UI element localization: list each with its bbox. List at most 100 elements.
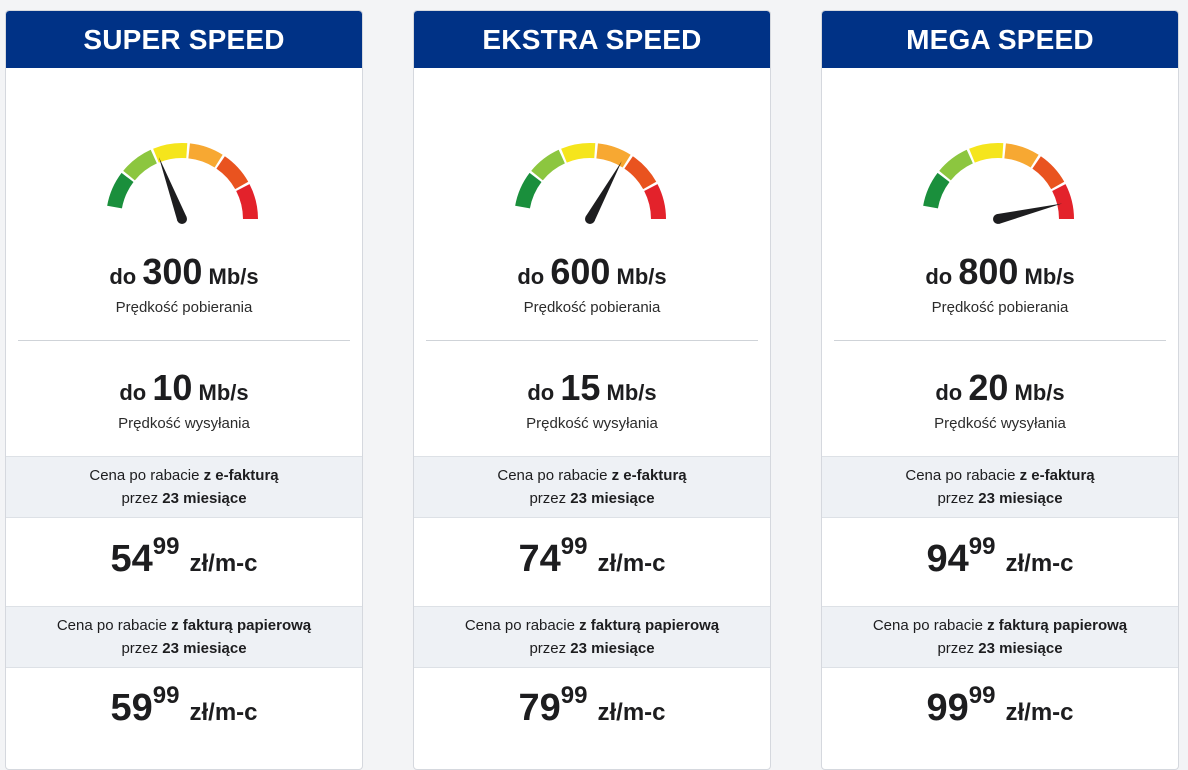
gauge-needle — [158, 157, 187, 221]
price-unit: zł/m-c — [597, 699, 666, 726]
period-text: przez — [937, 490, 979, 507]
gauge-needle — [585, 161, 622, 222]
upload-unit: Mb/s — [1014, 380, 1065, 405]
download-label: Prędkość pobierania — [115, 299, 253, 316]
gauge-needle — [996, 203, 1063, 224]
upload-label: Prędkość wysyłania — [118, 415, 250, 432]
upload-value: 15 — [560, 367, 601, 408]
period-text: przez — [121, 490, 163, 507]
gauge-segment — [236, 184, 258, 219]
upload-prefix: do — [119, 380, 147, 405]
plan-title: SUPER SPEED — [6, 11, 362, 68]
download-unit: Mb/s — [616, 264, 667, 289]
plan-card-mega-speed: MEGA SPEED do 800 Mb/s Prędkość pobieran… — [821, 10, 1179, 770]
efaktura-price-label: Cena po rabacie z e-fakturą przez 23 mie… — [6, 456, 362, 518]
plan-title: EKSTRA SPEED — [414, 11, 770, 68]
upload-value: 20 — [968, 367, 1009, 408]
speed-gauge-icon — [107, 143, 258, 224]
gauge-segment — [216, 156, 249, 190]
period-bold: 23 miesiące — [162, 490, 247, 507]
label-text: Cena po rabacie — [497, 467, 612, 484]
upload-unit: Mb/s — [606, 380, 657, 405]
divider — [18, 340, 350, 341]
paper-price-label: Cena po rabacie z fakturą papierową prze… — [6, 606, 362, 668]
label-text: Cena po rabacie — [905, 467, 1020, 484]
upload-label: Prędkość wysyłania — [934, 415, 1066, 432]
paper-price-label: Cena po rabacie z fakturą papierową prze… — [822, 606, 1178, 668]
label-bold: z e-fakturą — [611, 467, 687, 484]
period-bold: 23 miesiące — [978, 490, 1063, 507]
period-bold: 23 miesiące — [162, 640, 247, 657]
gauge-segment — [531, 149, 565, 181]
gauge-segment — [561, 143, 596, 163]
price-decimal: 99 — [968, 533, 996, 560]
download-prefix: do — [925, 264, 953, 289]
gauge-segment — [939, 149, 973, 181]
download-speed: do 300 Mb/s Prędkość pobierania — [6, 251, 362, 316]
price-whole: 94 — [926, 538, 969, 580]
upload-prefix: do — [935, 380, 963, 405]
efaktura-price-label: Cena po rabacie z e-fakturą przez 23 mie… — [414, 456, 770, 518]
speed-gauge-icon — [923, 143, 1074, 224]
gauge-segment — [515, 172, 542, 209]
price-whole: 74 — [518, 538, 561, 580]
period-bold: 23 miesiące — [570, 640, 655, 657]
plan-card-super-speed: SUPER SPEED do 300 Mb/s Prędkość pobiera… — [5, 10, 363, 770]
label-text: Cena po rabacie — [89, 467, 204, 484]
download-unit: Mb/s — [1024, 264, 1075, 289]
period-text: przez — [529, 640, 571, 657]
speed-gauge-icon — [515, 143, 666, 224]
plan-card-ekstra-speed: EKSTRA SPEED do 600 Mb/s Prędkość pobier… — [413, 10, 771, 770]
plan-title: MEGA SPEED — [822, 11, 1178, 68]
price-whole: 99 — [926, 687, 969, 729]
upload-speed: do 20 Mb/s Prędkość wysyłania — [822, 367, 1178, 432]
gauge-segment — [1004, 143, 1039, 168]
price-whole: 54 — [110, 538, 153, 580]
paper-price: 5999 zł/m-c — [6, 682, 362, 730]
period-text: przez — [937, 640, 979, 657]
efaktura-price: 9499 zł/m-c — [822, 533, 1178, 581]
period-text: przez — [529, 490, 571, 507]
paper-price: 7999 zł/m-c — [414, 682, 770, 730]
price-unit: zł/m-c — [189, 550, 258, 577]
gauge-segment — [1052, 184, 1074, 219]
gauge-segment — [624, 156, 657, 190]
download-label: Prędkość pobierania — [523, 299, 661, 316]
download-speed: do 600 Mb/s Prędkość pobierania — [414, 251, 770, 316]
price-decimal: 99 — [560, 533, 588, 560]
gauge-segment — [153, 143, 188, 163]
download-value: 300 — [142, 251, 203, 292]
download-value: 600 — [550, 251, 611, 292]
label-bold: z e-fakturą — [203, 467, 279, 484]
price-whole: 79 — [518, 687, 561, 729]
download-unit: Mb/s — [208, 264, 259, 289]
label-text: Cena po rabacie — [464, 617, 580, 634]
download-speed: do 800 Mb/s Prędkość pobierania — [822, 251, 1178, 316]
gauge-segment — [188, 143, 223, 168]
efaktura-price: 7499 zł/m-c — [414, 533, 770, 581]
gauge-segment — [107, 172, 134, 209]
efaktura-price-label: Cena po rabacie z e-fakturą przez 23 mie… — [822, 456, 1178, 518]
download-value: 800 — [958, 251, 1019, 292]
price-decimal: 99 — [560, 682, 588, 709]
label-bold: z e-fakturą — [1019, 467, 1095, 484]
divider — [426, 340, 758, 341]
price-decimal: 99 — [152, 682, 180, 709]
gauge-segment — [1032, 156, 1065, 190]
price-unit: zł/m-c — [597, 550, 666, 577]
price-whole: 59 — [110, 687, 153, 729]
label-bold: z fakturą papierową — [579, 617, 720, 634]
paper-price: 9999 zł/m-c — [822, 682, 1178, 730]
label-text: Cena po rabacie — [872, 617, 988, 634]
upload-prefix: do — [527, 380, 555, 405]
download-prefix: do — [517, 264, 545, 289]
label-bold: z fakturą papierową — [171, 617, 312, 634]
divider — [834, 340, 1166, 341]
price-decimal: 99 — [968, 682, 996, 709]
period-text: przez — [121, 640, 163, 657]
price-decimal: 99 — [152, 533, 180, 560]
upload-label: Prędkość wysyłania — [526, 415, 658, 432]
gauge-hub — [585, 214, 595, 224]
upload-unit: Mb/s — [198, 380, 249, 405]
price-unit: zł/m-c — [1005, 699, 1074, 726]
